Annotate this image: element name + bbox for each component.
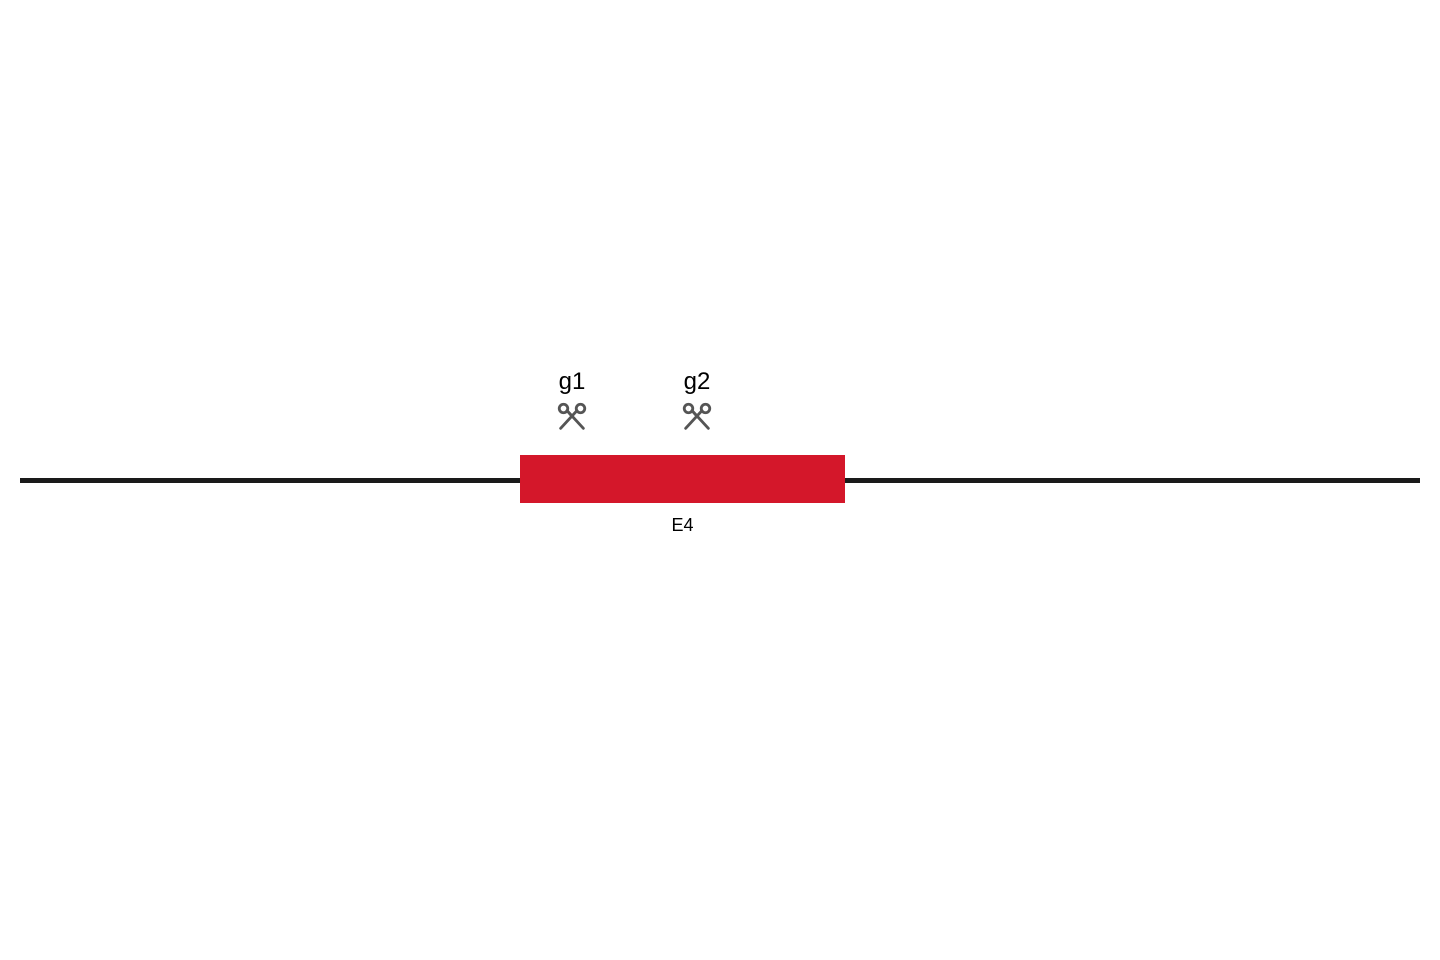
scissors-icon (555, 400, 589, 434)
scissors-icon (680, 400, 714, 434)
guide-label-g2: g2 (667, 368, 727, 396)
exon-box (520, 455, 845, 503)
gene-diagram: E4 g1 g2 (0, 0, 1440, 960)
gene-line-left (20, 478, 520, 483)
guide-label-g1: g1 (542, 368, 602, 396)
exon-label: E4 (520, 515, 845, 536)
gene-line-right (845, 478, 1420, 483)
